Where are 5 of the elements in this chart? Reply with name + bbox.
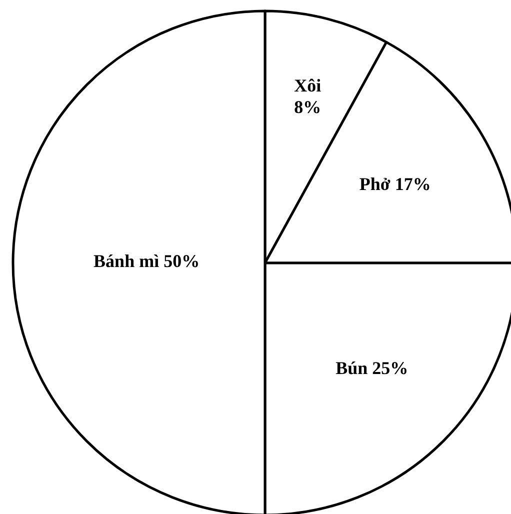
slice-label: Bún 25%	[336, 358, 408, 378]
data-label: 8%	[294, 97, 322, 118]
slice-label: Bánh mì 50%	[94, 251, 200, 272]
slice-label: Phở 17%	[359, 174, 431, 194]
slice-label: Xôi	[294, 76, 322, 96]
